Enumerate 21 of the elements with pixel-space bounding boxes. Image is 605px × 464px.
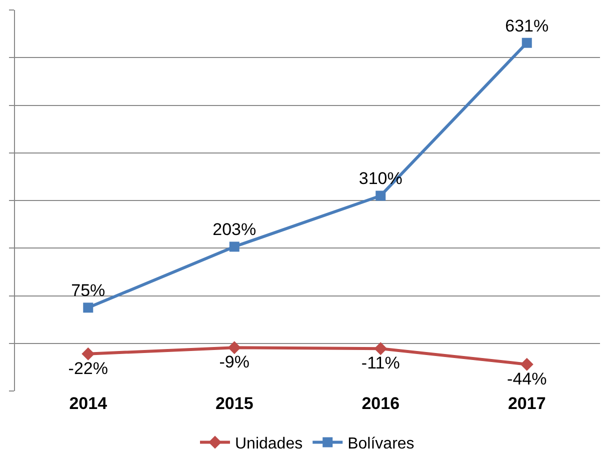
point [520, 358, 534, 371]
x-tick-label: 2017 [508, 394, 546, 413]
x-tick-label: 2016 [362, 394, 400, 413]
data-label: 75% [71, 281, 106, 300]
data-label: -22% [68, 358, 108, 378]
data-label: 631% [505, 16, 549, 36]
point [82, 347, 95, 360]
point [83, 302, 94, 313]
point [522, 38, 532, 48]
data-label: -44% [507, 369, 547, 388]
x-tick-label: 2014 [69, 394, 108, 413]
legend-label: Unidades [235, 435, 303, 452]
point [376, 190, 386, 201]
data-label: -11% [361, 354, 400, 373]
point [229, 242, 240, 252]
data-label: -9% [219, 352, 250, 372]
point [228, 341, 241, 354]
legend-label: Bolívares [348, 435, 414, 452]
data-label: 203% [212, 220, 256, 240]
point [374, 342, 388, 356]
x-tick-label: 2015 [215, 394, 254, 413]
